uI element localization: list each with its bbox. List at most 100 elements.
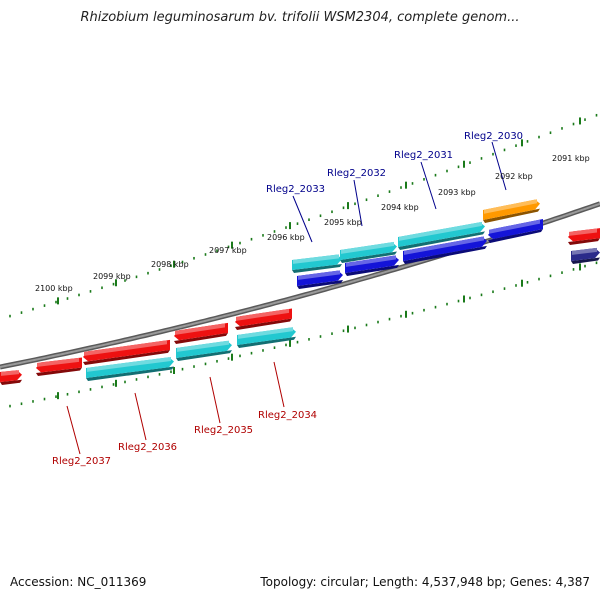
scale-dot-lower — [480, 293, 483, 297]
scale-dot-lower — [319, 335, 322, 338]
scale-dot-upper — [400, 186, 402, 189]
gene-blue-4-shadow — [403, 245, 487, 264]
scale-dot-upper — [434, 173, 437, 177]
scale-dot-lower — [411, 311, 414, 315]
scale-dot-upper — [561, 127, 563, 130]
leader-line-reverse — [273, 361, 285, 408]
scale-dot-lower — [43, 397, 46, 401]
scale-dot-upper — [43, 304, 46, 307]
gene-red-0-highlight — [37, 357, 79, 367]
scale-dot-lower — [388, 317, 391, 321]
gene-blue-4-highlight — [404, 236, 484, 255]
scale-dot-lower — [78, 390, 80, 394]
gene-rleg2-2030 — [483, 199, 540, 223]
scale-dot-upper — [331, 210, 333, 214]
gene-rleg2-2032 — [340, 241, 397, 263]
scale-dot-lower — [595, 261, 598, 265]
gene-red-1-highlight — [84, 340, 167, 356]
gene-blue-3 — [345, 255, 399, 276]
scale-dot-upper — [135, 275, 138, 279]
scale-dot-upper — [262, 234, 264, 237]
scale-dot-upper — [515, 144, 517, 147]
scale-dot-upper — [411, 182, 414, 185]
gene-blue-4 — [403, 236, 487, 264]
gene-label-reverse: Rleg2_2037 — [52, 456, 111, 467]
scale-dot-lower — [584, 264, 586, 268]
gene-rleg2-2032-highlight — [341, 241, 394, 254]
gene-rleg2-2034 — [237, 327, 296, 348]
scale-dot-lower — [469, 296, 471, 300]
scale-dots — [9, 113, 598, 408]
scale-dot-lower — [181, 367, 184, 371]
scale-dot-lower — [572, 268, 575, 271]
gene-navy-right — [571, 247, 600, 264]
scale-dot-upper — [66, 297, 69, 300]
gene-red-0-shadow — [36, 367, 82, 376]
scale-dot-lower — [32, 400, 34, 403]
scale-dot-upper — [20, 311, 23, 314]
scale-dot-lower — [66, 392, 69, 396]
scale-tick-label: 2098 kbp — [151, 260, 189, 269]
gene-navy-right-highlight — [572, 247, 597, 255]
scale-dot-lower — [526, 280, 529, 284]
gene-label-reverse: Rleg2_2034 — [258, 410, 317, 421]
scale-dot-lower — [147, 375, 149, 379]
gene-label-forward: Rleg2_2032 — [327, 168, 386, 179]
scale-dot-upper — [147, 271, 149, 275]
gene-red-2-shadow — [174, 332, 228, 344]
map-title: Rhizobium leguminosarum bv. trifolii WSM… — [80, 10, 520, 25]
scale-dot-upper — [9, 314, 11, 318]
scale-tick-label: 2097 kbp — [209, 246, 247, 255]
scale-dot-upper — [549, 131, 552, 135]
gene-red-left-highlight — [1, 370, 19, 376]
gene-rleg2-2030-highlight — [484, 199, 537, 214]
scale-dot-lower — [354, 326, 356, 330]
scale-dot-lower — [135, 378, 138, 381]
scale-dot-upper — [365, 198, 368, 202]
gene-red-2 — [174, 322, 228, 344]
scale-dot-lower — [561, 271, 563, 274]
scale-tick-label: 2093 kbp — [438, 188, 476, 197]
gene-rleg2-2031 — [398, 221, 485, 250]
gene-rleg2-2036 — [86, 356, 174, 381]
scale-tick-label: 2099 kbp — [93, 272, 131, 281]
gene-blue-5-highlight — [489, 219, 540, 234]
gene-rleg2-2032-shadow — [340, 251, 397, 263]
gene-rleg2-2033-shadow — [292, 264, 342, 273]
scale-dot-lower — [89, 388, 92, 391]
scale-dot-lower — [342, 329, 345, 333]
scale-dot-upper — [181, 260, 184, 264]
scale-dot-upper — [204, 253, 207, 256]
scale-dot-lower — [193, 365, 195, 368]
gene-rleg2-2034-highlight — [238, 327, 293, 339]
scale-dot-lower — [285, 343, 287, 347]
scale-dot-lower — [250, 351, 253, 355]
scale-dot-upper — [572, 122, 575, 126]
scale-dot-upper — [216, 249, 218, 253]
scale-dot-lower — [227, 357, 230, 360]
gene-labels: Rleg2_2030 Rleg2_2031 Rleg2_2032Rleg2_2033… — [52, 131, 523, 467]
gene-rleg2-2033-highlight — [293, 254, 339, 264]
scale-dot-lower — [331, 332, 333, 335]
gene-blue-5-shadow — [488, 229, 543, 243]
scale-dot-lower — [308, 338, 310, 341]
gene-rleg2-2035 — [176, 340, 232, 361]
scale-dot-upper — [101, 286, 103, 290]
scale-dot-lower — [492, 290, 494, 294]
gene-label-reverse: Rleg2_2036 — [118, 442, 177, 453]
scale-dot-lower — [262, 349, 264, 352]
gene-rleg2-2030-shadow — [483, 208, 540, 223]
scale-dot-upper — [55, 300, 57, 304]
scale-dot-lower — [170, 370, 172, 374]
scale-dot-lower — [101, 385, 103, 389]
scale-dot-upper — [296, 222, 299, 225]
scale-tick-label: 2100 kbp — [35, 284, 73, 293]
gene-blue-5 — [488, 219, 543, 243]
scale-dot-upper — [124, 279, 126, 282]
gene-red-3-shadow — [235, 318, 292, 330]
gene-red-left-shadow — [0, 379, 22, 385]
label-leader-lines — [66, 141, 507, 455]
gene-navy-right-shadow — [571, 257, 600, 264]
accession-label: Accession: NC_011369 — [10, 575, 147, 589]
gene-red-right — [568, 228, 600, 245]
